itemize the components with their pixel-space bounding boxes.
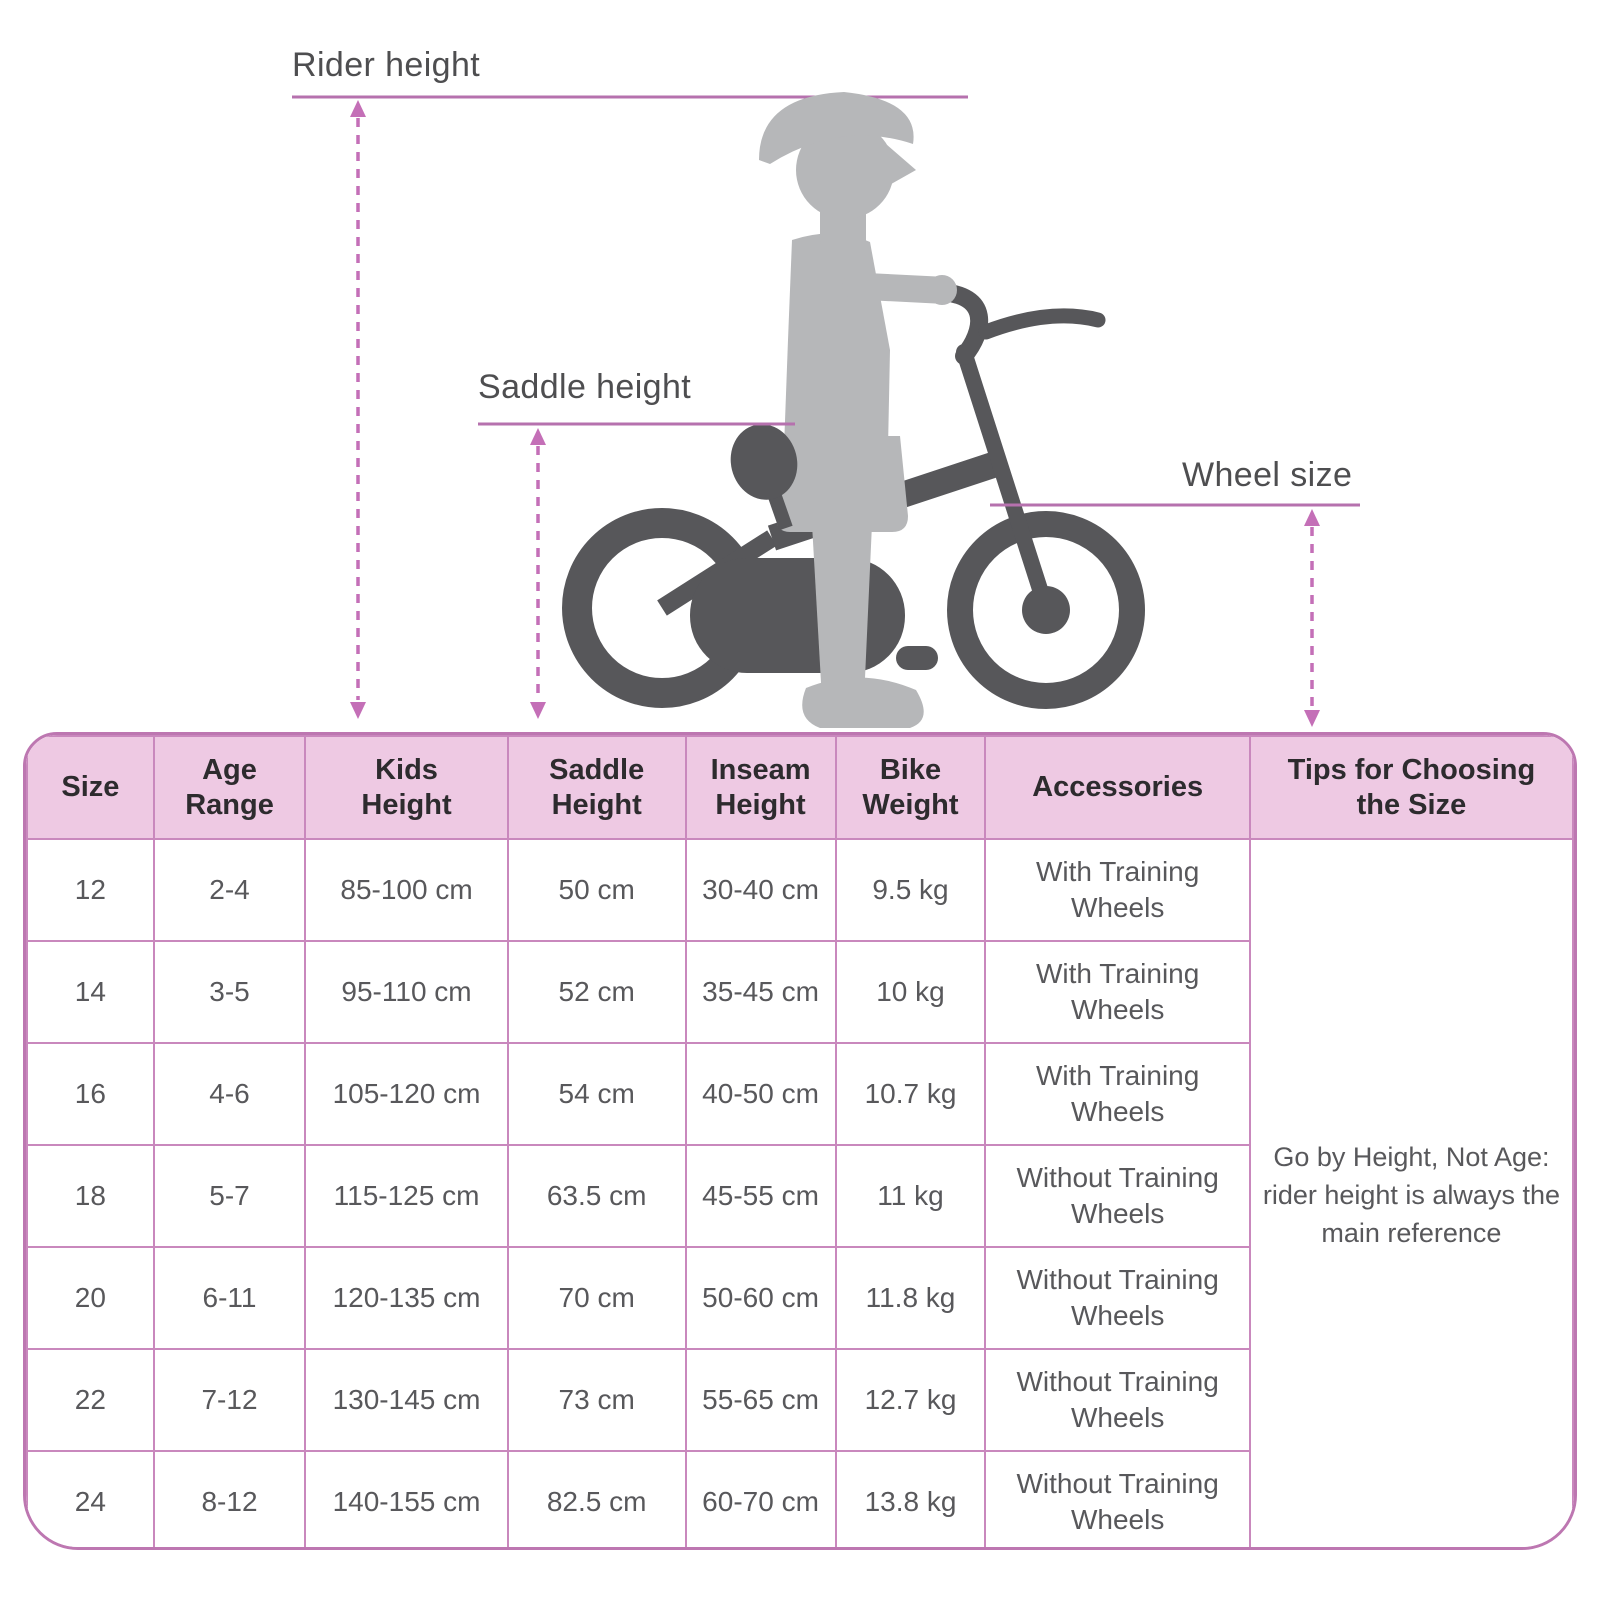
cell-accessories: Without Training Wheels	[984, 1450, 1251, 1547]
wheel-size-label: Wheel size	[1182, 456, 1353, 494]
column-header-age-range: Age Range	[152, 735, 307, 840]
kid-torso	[784, 233, 890, 448]
cell-saddle-height: 50 cm	[506, 838, 687, 942]
kid-leg	[812, 524, 872, 700]
column-header-bike-weight: Bike Weight	[834, 735, 987, 840]
kid-arm	[842, 272, 950, 304]
cell-age-range: 5-7	[152, 1144, 307, 1248]
cell-saddle-height: 52 cm	[506, 940, 687, 1044]
kid-shoe	[802, 677, 924, 728]
table-row-size-12: 12 2-4 85-100 cm 50 cm 30-40 cm 9.5 kg With Tr…	[26, 838, 1574, 1547]
cell-bike-weight: 9.5 kg	[834, 838, 987, 942]
cell-inseam-height: 35-45 cm	[684, 940, 837, 1044]
cell-saddle-height: 82.5 cm	[506, 1450, 687, 1547]
kid-head	[796, 121, 894, 219]
cell-age-range: 6-11	[152, 1246, 307, 1350]
rider-height-arrow	[350, 100, 366, 719]
table-row-size-18: 18 5-7 115-125 cm 63.5 cm 45-55 cm 11 kg Witho…	[26, 1144, 1573, 1248]
cell-size: 24	[26, 1450, 155, 1547]
cell-inseam-height: 45-55 cm	[684, 1144, 837, 1248]
table-row-size-22: 22 7-12 130-145 cm 73 cm 55-65 cm 12.7 kg With…	[26, 1348, 1573, 1452]
front-wheel	[947, 511, 1145, 709]
cell-inseam-height: 40-50 cm	[684, 1042, 837, 1146]
cell-inseam-height: 60-70 cm	[684, 1450, 837, 1547]
kid-helmet	[759, 92, 914, 164]
cell-kids-height: 85-100 cm	[304, 838, 509, 942]
handlebar-far-grip	[978, 308, 1106, 340]
cell-age-range: 4-6	[152, 1042, 307, 1146]
table-row-size-24: 24 8-12 140-155 cm 82.5 cm 60-70 cm 13.8 kg Wi…	[26, 1450, 1573, 1547]
cell-bike-weight: 12.7 kg	[834, 1348, 987, 1452]
cell-kids-height: 120-135 cm	[304, 1246, 509, 1350]
size-chart-table: Size Age Range Kids Height Saddle Height Ins…	[26, 735, 1574, 1547]
column-header-kids-height: Kids Height	[304, 735, 509, 840]
saddle-seat	[730, 424, 798, 500]
chain-guard	[690, 558, 905, 673]
cell-kids-height: 95-110 cm	[304, 940, 509, 1044]
cell-saddle-height: 73 cm	[506, 1348, 687, 1452]
cell-accessories: Without Training Wheels	[984, 1144, 1251, 1248]
cell-inseam-height: 55-65 cm	[684, 1348, 837, 1452]
cell-accessories: With Training Wheels	[984, 838, 1251, 942]
cell-size: 20	[26, 1246, 155, 1350]
rider-height-label: Rider height	[292, 46, 481, 84]
cell-size: 22	[26, 1348, 155, 1452]
kid-bike-illustration	[292, 92, 1360, 728]
cell-age-range: 8-12	[152, 1450, 307, 1547]
cell-bike-weight: 11.8 kg	[834, 1246, 987, 1350]
table-body: 12 2-4 85-100 cm 50 cm 30-40 cm 9.5 kg With Tr…	[26, 838, 1574, 1547]
column-header-size: Size	[26, 735, 155, 840]
cell-kids-height: 130-145 cm	[304, 1348, 509, 1452]
column-header-inseam-height: Inseam Height	[684, 735, 837, 840]
cell-bike-weight: 11 kg	[834, 1144, 987, 1248]
header-row: Size Age Range Kids Height Saddle Height Ins…	[26, 735, 1574, 840]
cell-kids-height: 115-125 cm	[304, 1144, 509, 1248]
cell-bike-weight: 10 kg	[834, 940, 987, 1044]
cell-saddle-height: 70 cm	[506, 1246, 687, 1350]
cell-saddle-height: 54 cm	[506, 1042, 687, 1146]
table-row-size-16: 16 4-6 105-120 cm 54 cm 40-50 cm 10.7 kg With …	[26, 1042, 1573, 1146]
table-header: Size Age Range Kids Height Saddle Height Ins…	[26, 735, 1574, 840]
cell-accessories: With Training Wheels	[984, 1042, 1251, 1146]
cell-accessories: Without Training Wheels	[984, 1246, 1251, 1350]
cell-age-range: 2-4	[152, 838, 307, 942]
fork	[956, 344, 1054, 616]
cell-bike-weight: 13.8 kg	[834, 1450, 987, 1547]
cell-bike-weight: 10.7 kg	[834, 1042, 987, 1146]
kid-silhouette	[759, 92, 957, 728]
pedal	[896, 646, 938, 670]
cell-age-range: 7-12	[152, 1348, 307, 1452]
cell-kids-height: 105-120 cm	[304, 1042, 509, 1146]
saddle	[730, 424, 798, 531]
front-hub	[1022, 586, 1070, 634]
saddle-height-label: Saddle height	[478, 368, 692, 406]
kid-nose	[884, 144, 916, 188]
cell-kids-height: 140-155 cm	[304, 1450, 509, 1547]
table-row-size-20: 20 6-11 120-135 cm 70 cm 50-60 cm 11.8 kg With…	[26, 1246, 1573, 1350]
size-table-container: Size Age Range Kids Height Saddle Height Ins…	[23, 732, 1577, 1550]
cell-size: 12	[26, 838, 155, 942]
cell-inseam-height: 50-60 cm	[684, 1246, 837, 1350]
table-row-size-14: 14 3-5 95-110 cm 52 cm 35-45 cm 10 kg With Tra…	[26, 940, 1573, 1044]
cell-accessories: With Training Wheels	[984, 940, 1251, 1044]
column-header-saddle-height: Saddle Height	[506, 735, 687, 840]
cell-tips: Go by Height, Not Age: rider height is a…	[1248, 838, 1574, 1547]
cell-age-range: 3-5	[152, 940, 307, 1044]
cell-size: 16	[26, 1042, 155, 1146]
saddle-height-arrow	[530, 428, 546, 719]
cell-saddle-height: 63.5 cm	[506, 1144, 687, 1248]
cell-size: 18	[26, 1144, 155, 1248]
kid-hand	[927, 275, 957, 305]
kid-shorts	[776, 436, 908, 532]
cell-accessories: Without Training Wheels	[984, 1348, 1251, 1452]
cell-size: 14	[26, 940, 155, 1044]
wheel-size-arrow	[1304, 509, 1320, 727]
column-header-tips: Tips for Choosing the Size	[1248, 735, 1574, 840]
column-header-accessories: Accessories	[984, 735, 1251, 840]
cell-inseam-height: 30-40 cm	[684, 838, 837, 942]
